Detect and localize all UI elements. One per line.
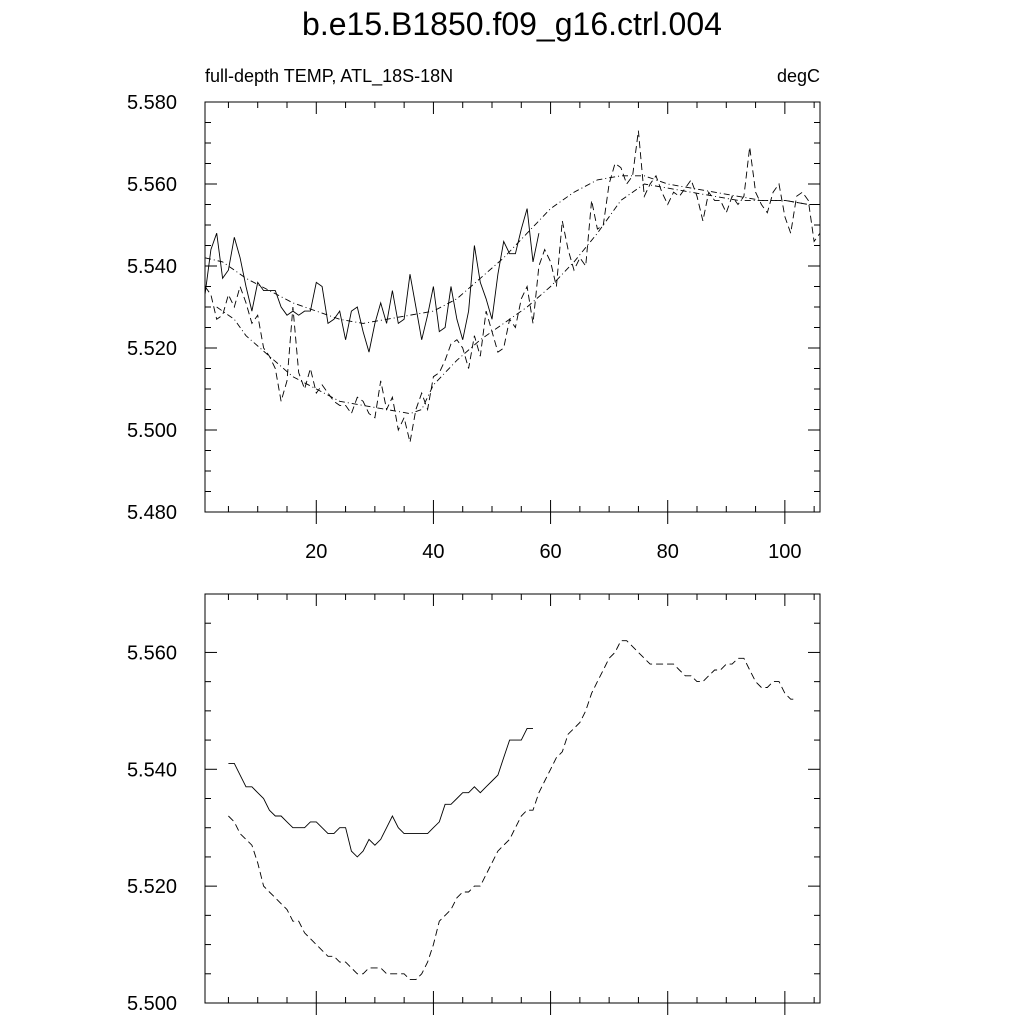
top-xtick-label: 60 (539, 541, 561, 563)
chart-title: b.e15.B1850.f09_g16.ctrl.004 (302, 6, 722, 42)
top-xtick-label: 80 (657, 541, 679, 563)
bottom-ytick-label: 5.500 (127, 993, 177, 1015)
top-ytick-label: 5.580 (127, 92, 177, 114)
top-series-dashed-1 (204, 130, 821, 443)
bottom-ytick-label: 5.540 (127, 759, 177, 781)
top-ytick-label: 5.560 (127, 174, 177, 196)
top-ytick-label: 5.540 (127, 256, 177, 278)
bottom-plot-frame (204, 593, 821, 1004)
top-ytick-label: 5.480 (127, 502, 177, 524)
top-panel-right-label: degC (777, 66, 820, 86)
top-xtick-label: 40 (422, 541, 444, 563)
bottom-ytick-label: 5.520 (127, 876, 177, 898)
top-ytick-label: 5.500 (127, 420, 177, 442)
top-series-dash-dot-3 (216, 183, 820, 415)
top-xtick-label: 100 (768, 541, 801, 563)
top-series-dash-dot-2 (204, 175, 820, 324)
top-plot-frame (204, 101, 821, 513)
bottom-series-solid-0 (228, 727, 533, 858)
bottom-ytick-label: 5.560 (127, 642, 177, 664)
bottom-series-dashed-1 (228, 640, 797, 981)
top-panel-left-label: full-depth TEMP, ATL_18S-18N (205, 66, 453, 87)
top-ytick-label: 5.520 (127, 338, 177, 360)
top-xtick-label: 20 (305, 541, 327, 563)
top-series-solid-0 (204, 208, 540, 353)
